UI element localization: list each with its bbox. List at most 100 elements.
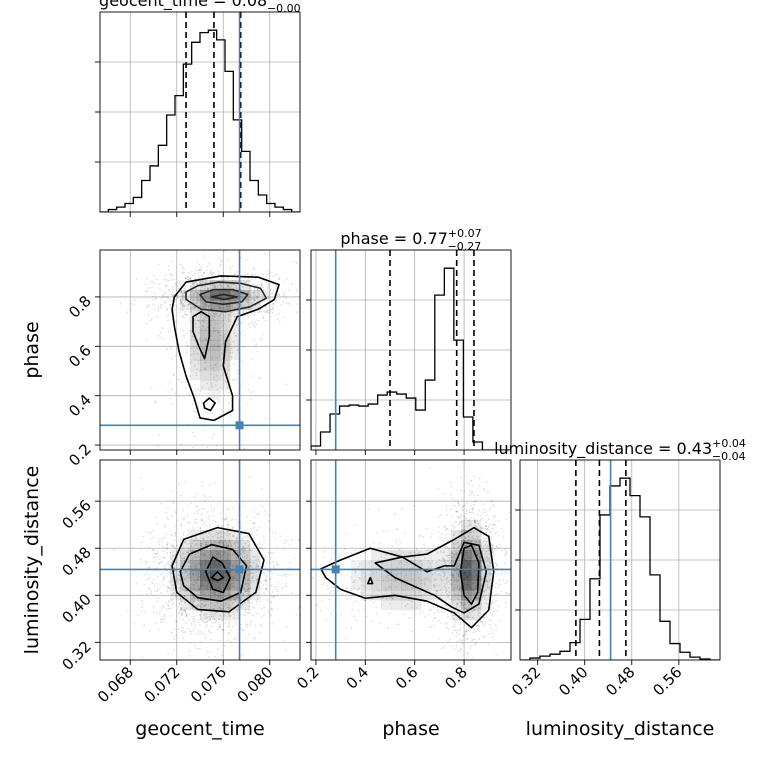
scatter-point	[244, 335, 246, 337]
scatter-point	[182, 627, 184, 629]
scatter-point	[230, 641, 232, 643]
scatter-point	[461, 509, 463, 511]
scatter-point	[265, 584, 267, 586]
scatter-point	[494, 566, 496, 568]
scatter-point	[278, 294, 280, 296]
scatter-point	[312, 552, 314, 554]
scatter-point	[253, 391, 255, 393]
scatter-point	[507, 593, 509, 595]
scatter-point	[170, 398, 172, 400]
scatter-point	[472, 512, 474, 514]
scatter-point	[479, 631, 481, 633]
scatter-point	[158, 264, 160, 266]
scatter-point	[454, 521, 456, 523]
scatter-point	[158, 306, 160, 308]
scatter-point	[189, 522, 191, 524]
scatter-point	[159, 288, 161, 290]
scatter-point	[245, 624, 247, 626]
scatter-point	[174, 638, 176, 640]
scatter-point	[317, 300, 319, 302]
scatter-point	[196, 506, 198, 508]
scatter-point	[503, 579, 505, 581]
scatter-point	[472, 485, 474, 487]
scatter-point	[380, 542, 382, 544]
scatter-point	[144, 574, 146, 576]
scatter-point	[285, 586, 287, 588]
scatter-point	[156, 278, 158, 280]
scatter-point	[276, 314, 278, 316]
scatter-point	[166, 549, 168, 551]
scatter-point	[446, 537, 448, 539]
scatter-point	[183, 534, 185, 536]
scatter-point	[458, 517, 460, 519]
scatter-point	[183, 632, 185, 634]
scatter-point	[157, 590, 159, 592]
scatter-point	[232, 518, 234, 520]
scatter-point	[458, 502, 460, 504]
scatter-point	[161, 503, 163, 505]
scatter-point	[455, 505, 457, 507]
scatter-point	[248, 612, 250, 614]
scatter-point	[204, 622, 206, 624]
scatter-point	[223, 250, 225, 252]
scatter-point	[397, 545, 399, 547]
scatter-point	[470, 645, 472, 647]
scatter-point	[144, 611, 146, 613]
scatter-point	[277, 581, 279, 583]
scatter-point	[251, 621, 253, 623]
scatter-point	[472, 638, 474, 640]
scatter-point	[171, 299, 173, 301]
scatter-point	[492, 545, 494, 547]
scatter-point	[495, 562, 497, 564]
scatter-point	[464, 505, 466, 507]
scatter-point	[194, 278, 196, 280]
scatter-point	[135, 583, 137, 585]
scatter-point	[251, 322, 253, 324]
scatter-point	[330, 558, 332, 560]
scatter-point	[490, 612, 492, 614]
scatter-point	[156, 583, 158, 585]
scatter-point	[410, 617, 412, 619]
scatter-point	[167, 605, 169, 607]
scatter-point	[208, 656, 210, 658]
scatter-point	[247, 273, 249, 275]
scatter-point	[266, 579, 268, 581]
scatter-point	[479, 478, 481, 480]
scatter-point	[278, 279, 280, 281]
scatter-point	[168, 572, 170, 574]
scatter-point	[264, 557, 266, 559]
scatter-point	[470, 512, 472, 514]
scatter-point	[491, 614, 493, 616]
scatter-point	[195, 633, 197, 635]
scatter-point	[438, 531, 440, 533]
scatter-point	[174, 548, 176, 550]
scatter-point	[161, 562, 163, 564]
scatter-point	[221, 260, 223, 262]
scatter-point	[114, 549, 116, 551]
scatter-point	[266, 588, 268, 590]
scatter-point	[165, 285, 167, 287]
scatter-point	[235, 621, 237, 623]
scatter-point	[214, 656, 216, 658]
scatter-point	[461, 640, 463, 642]
scatter-point	[157, 445, 159, 447]
scatter-point	[282, 281, 284, 283]
scatter-point	[462, 505, 464, 507]
scatter-point	[164, 302, 166, 304]
scatter-point	[171, 261, 173, 263]
scatter-point	[292, 593, 294, 595]
scatter-point	[492, 504, 494, 506]
scatter-point	[213, 508, 215, 510]
scatter-point	[181, 282, 183, 284]
scatter-point	[221, 426, 223, 428]
scatter-point	[218, 525, 220, 527]
scatter-point	[424, 616, 426, 618]
scatter-point	[302, 568, 304, 570]
scatter-point	[156, 611, 158, 613]
scatter-point	[204, 500, 206, 502]
scatter-point	[475, 641, 477, 643]
scatter-point	[160, 307, 162, 309]
scatter-point	[259, 546, 261, 548]
scatter-point	[246, 612, 248, 614]
scatter-point	[166, 575, 168, 577]
